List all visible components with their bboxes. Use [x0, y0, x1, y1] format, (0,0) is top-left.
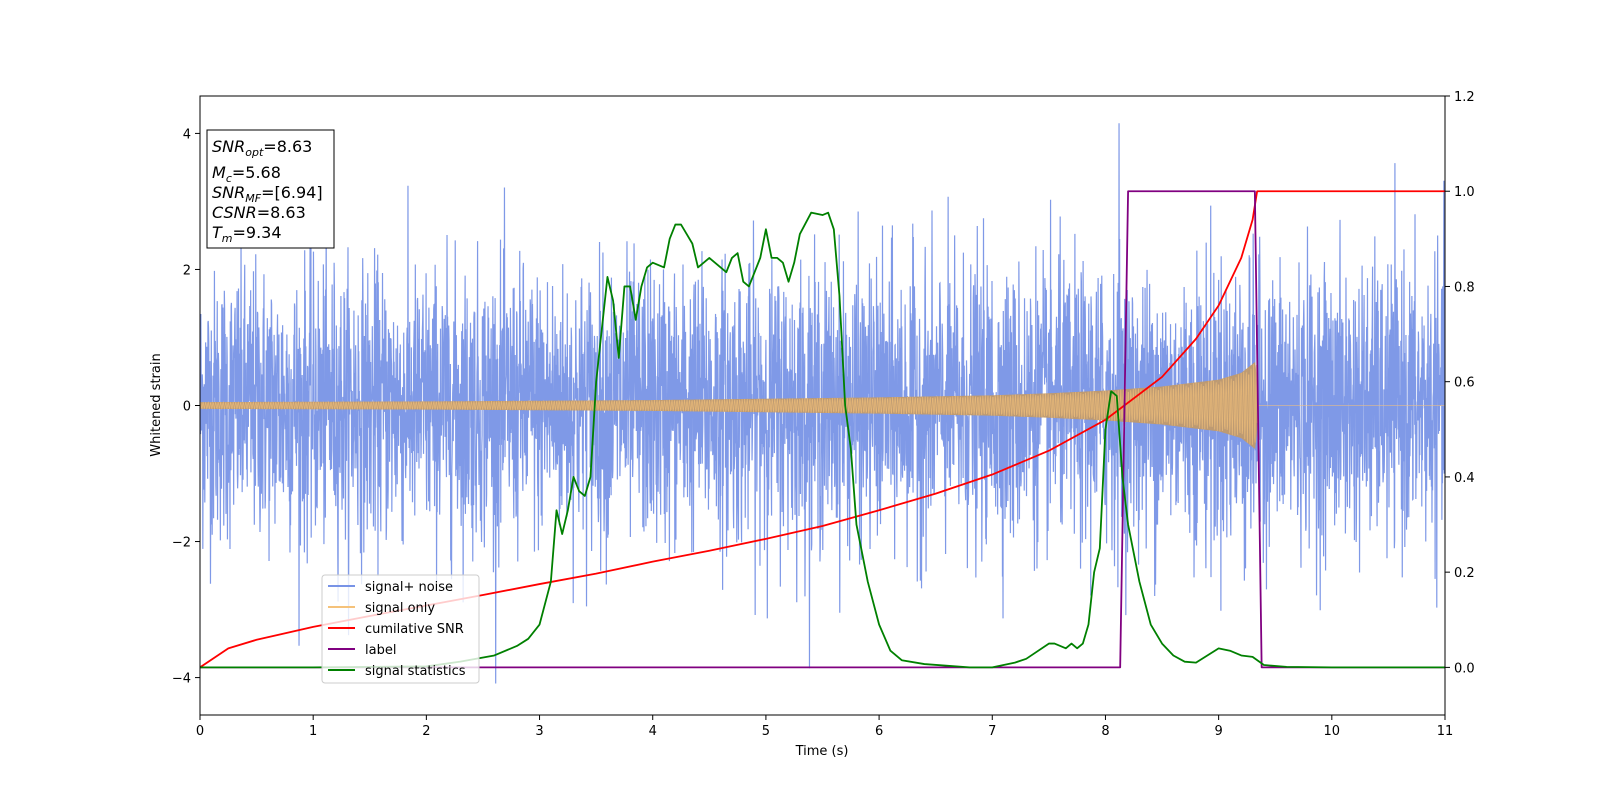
stat-mc-value: =5.68: [232, 163, 281, 182]
series-signal-only-line: [200, 364, 1445, 445]
y2-tick-label: 0.2: [1454, 566, 1475, 581]
stat-tm-symbol: T: [212, 223, 223, 242]
y-axis-label: Whitened strain: [149, 353, 164, 456]
stat-mc-sub: c: [226, 172, 232, 185]
x-tick-label: 6: [875, 724, 883, 739]
stat-csnr: CSNR=8.63: [212, 203, 306, 222]
x-tick-label: 5: [762, 724, 770, 739]
x-tick-label: 4: [649, 724, 657, 739]
stats-box-frame: [206, 129, 335, 249]
y2-tick-label: 0.4: [1454, 471, 1475, 486]
x-tick-label: 9: [1214, 724, 1222, 739]
series-signal-only-band: [200, 361, 1445, 450]
x-tick-label: 7: [988, 724, 996, 739]
x-axis-label: Time (s): [795, 744, 849, 759]
stat-snr-mf-sub: MF: [245, 192, 261, 205]
stat-csnr-value: =8.63: [257, 203, 306, 222]
legend-label-signal-statistics: signal statistics: [365, 664, 466, 679]
stat-tm: Tm=9.34: [212, 223, 282, 245]
stats-box: SNRopt=8.63 Mc=5.68 SNRMF=[6.94] CSNR=8.…: [206, 129, 335, 249]
series-signal-statistics-line: [200, 211, 1445, 669]
stat-snr-opt-value: =8.63: [263, 137, 312, 156]
y2-tick-label: 1.2: [1454, 90, 1475, 105]
stat-snr-opt: SNRopt=8.63: [212, 137, 312, 159]
x-tick-label: 0: [196, 724, 204, 739]
legend-label-signal-only: signal only: [365, 601, 435, 616]
x-tick-label: 2: [422, 724, 430, 739]
x-tick-label: 8: [1101, 724, 1109, 739]
x-tick-label: 1: [309, 724, 317, 739]
stat-snr-opt-symbol: SNR: [212, 137, 245, 156]
legend-label-label: label: [365, 643, 396, 658]
y-tick-label: −4: [172, 672, 191, 687]
y2-tick-label: 1.0: [1454, 185, 1475, 200]
legend: signal+ noise signal only cumilative SNR…: [321, 574, 480, 684]
stat-tm-sub: m: [222, 232, 233, 245]
y2-tick-label: 0.6: [1454, 376, 1475, 391]
stat-mc: Mc=5.68: [212, 163, 281, 185]
y-tick-label: 2: [183, 263, 191, 278]
legend-label-signal-noise: signal+ noise: [365, 580, 453, 595]
legend-label-cumulative-snr: cumilative SNR: [365, 622, 464, 637]
axes-layer: 0 1 2 3 4 5 6 7 8 9 10 11 −4 −2 0 2 4 0.0 0.2 0.4 0.6 0.8 1.0 1…: [172, 90, 1475, 739]
x-tick-label: 10: [1324, 724, 1341, 739]
stat-snr-opt-sub: opt: [245, 146, 264, 159]
stat-tm-value: =9.34: [233, 223, 282, 242]
legend-frame: [321, 574, 480, 684]
y-tick-label: 0: [183, 400, 191, 415]
y2-tick-label: 0.0: [1454, 661, 1475, 676]
y-tick-label: 4: [183, 127, 191, 142]
stat-snr-mf: SNRMF=[6.94]: [212, 183, 323, 205]
x-tick-label: 3: [535, 724, 543, 739]
stat-snr-mf-value: =[6.94]: [261, 183, 323, 202]
y-tick-label: −2: [172, 536, 191, 551]
y2-tick-label: 0.8: [1454, 280, 1475, 295]
stat-snr-mf-symbol: SNR: [212, 183, 245, 202]
stat-mc-symbol: M: [212, 163, 226, 182]
stat-csnr-symbol: CSNR: [212, 203, 257, 222]
x-tick-label: 11: [1437, 724, 1454, 739]
